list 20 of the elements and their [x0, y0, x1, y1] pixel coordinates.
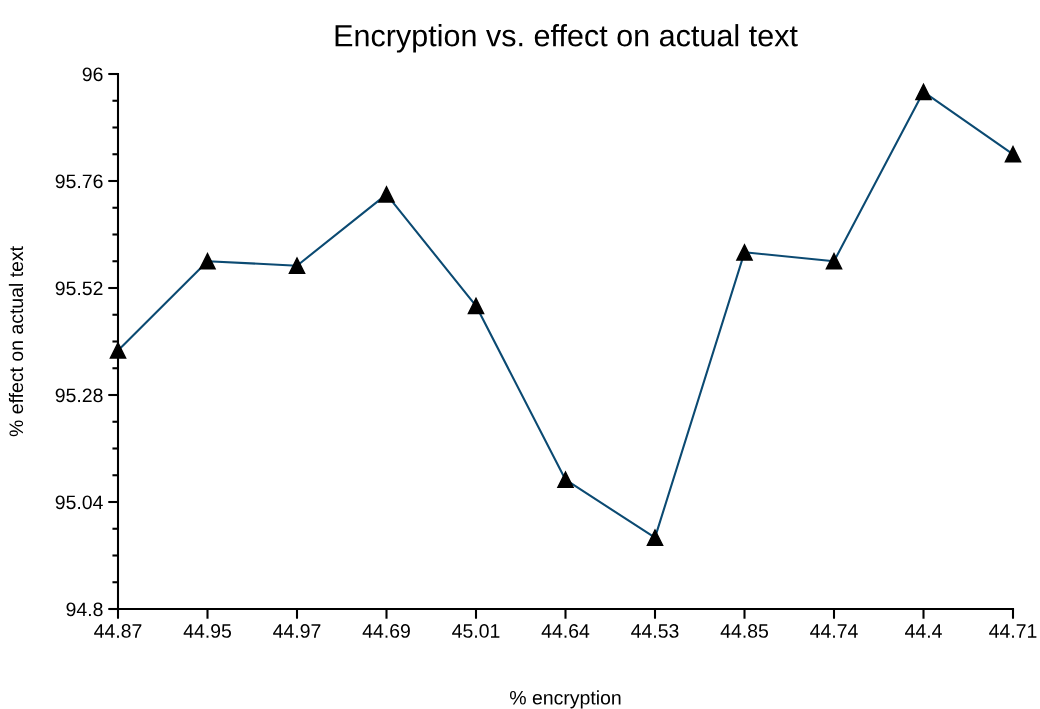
y-tick-label: 95.28 [55, 388, 103, 403]
x-axis-title: % encryption [509, 690, 621, 709]
x-tick-label: 44.69 [362, 624, 410, 638]
x-tick-label: 45.01 [452, 624, 500, 638]
x-tick-label: 44.97 [273, 624, 321, 638]
x-tick-label: 44.74 [810, 624, 858, 638]
x-tick-label: 44.87 [94, 624, 142, 638]
y-tick-label: 96 [82, 67, 103, 82]
y-axis-title: % effect on actual text [8, 246, 24, 437]
x-tick-label: 44.4 [905, 624, 942, 638]
chart-title: Encryption vs. effect on actual text [335, 24, 798, 53]
y-tick-label: 95.52 [55, 281, 103, 296]
y-tick-label: 95.04 [55, 495, 103, 510]
x-tick-label: 44.95 [183, 624, 232, 638]
y-tick-label: 94.8 [66, 602, 103, 617]
y-tick-label: 95.76 [55, 174, 103, 189]
x-tick-label: 44.71 [989, 624, 1037, 638]
x-tick-label: 44.85 [720, 624, 769, 638]
x-tick-label: 44.53 [631, 624, 679, 638]
x-tick-label: 44.64 [541, 624, 590, 638]
